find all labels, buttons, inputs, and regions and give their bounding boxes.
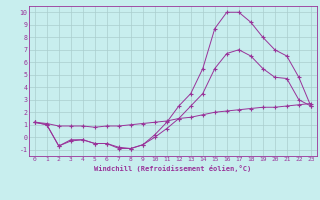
X-axis label: Windchill (Refroidissement éolien,°C): Windchill (Refroidissement éolien,°C) [94,165,252,172]
